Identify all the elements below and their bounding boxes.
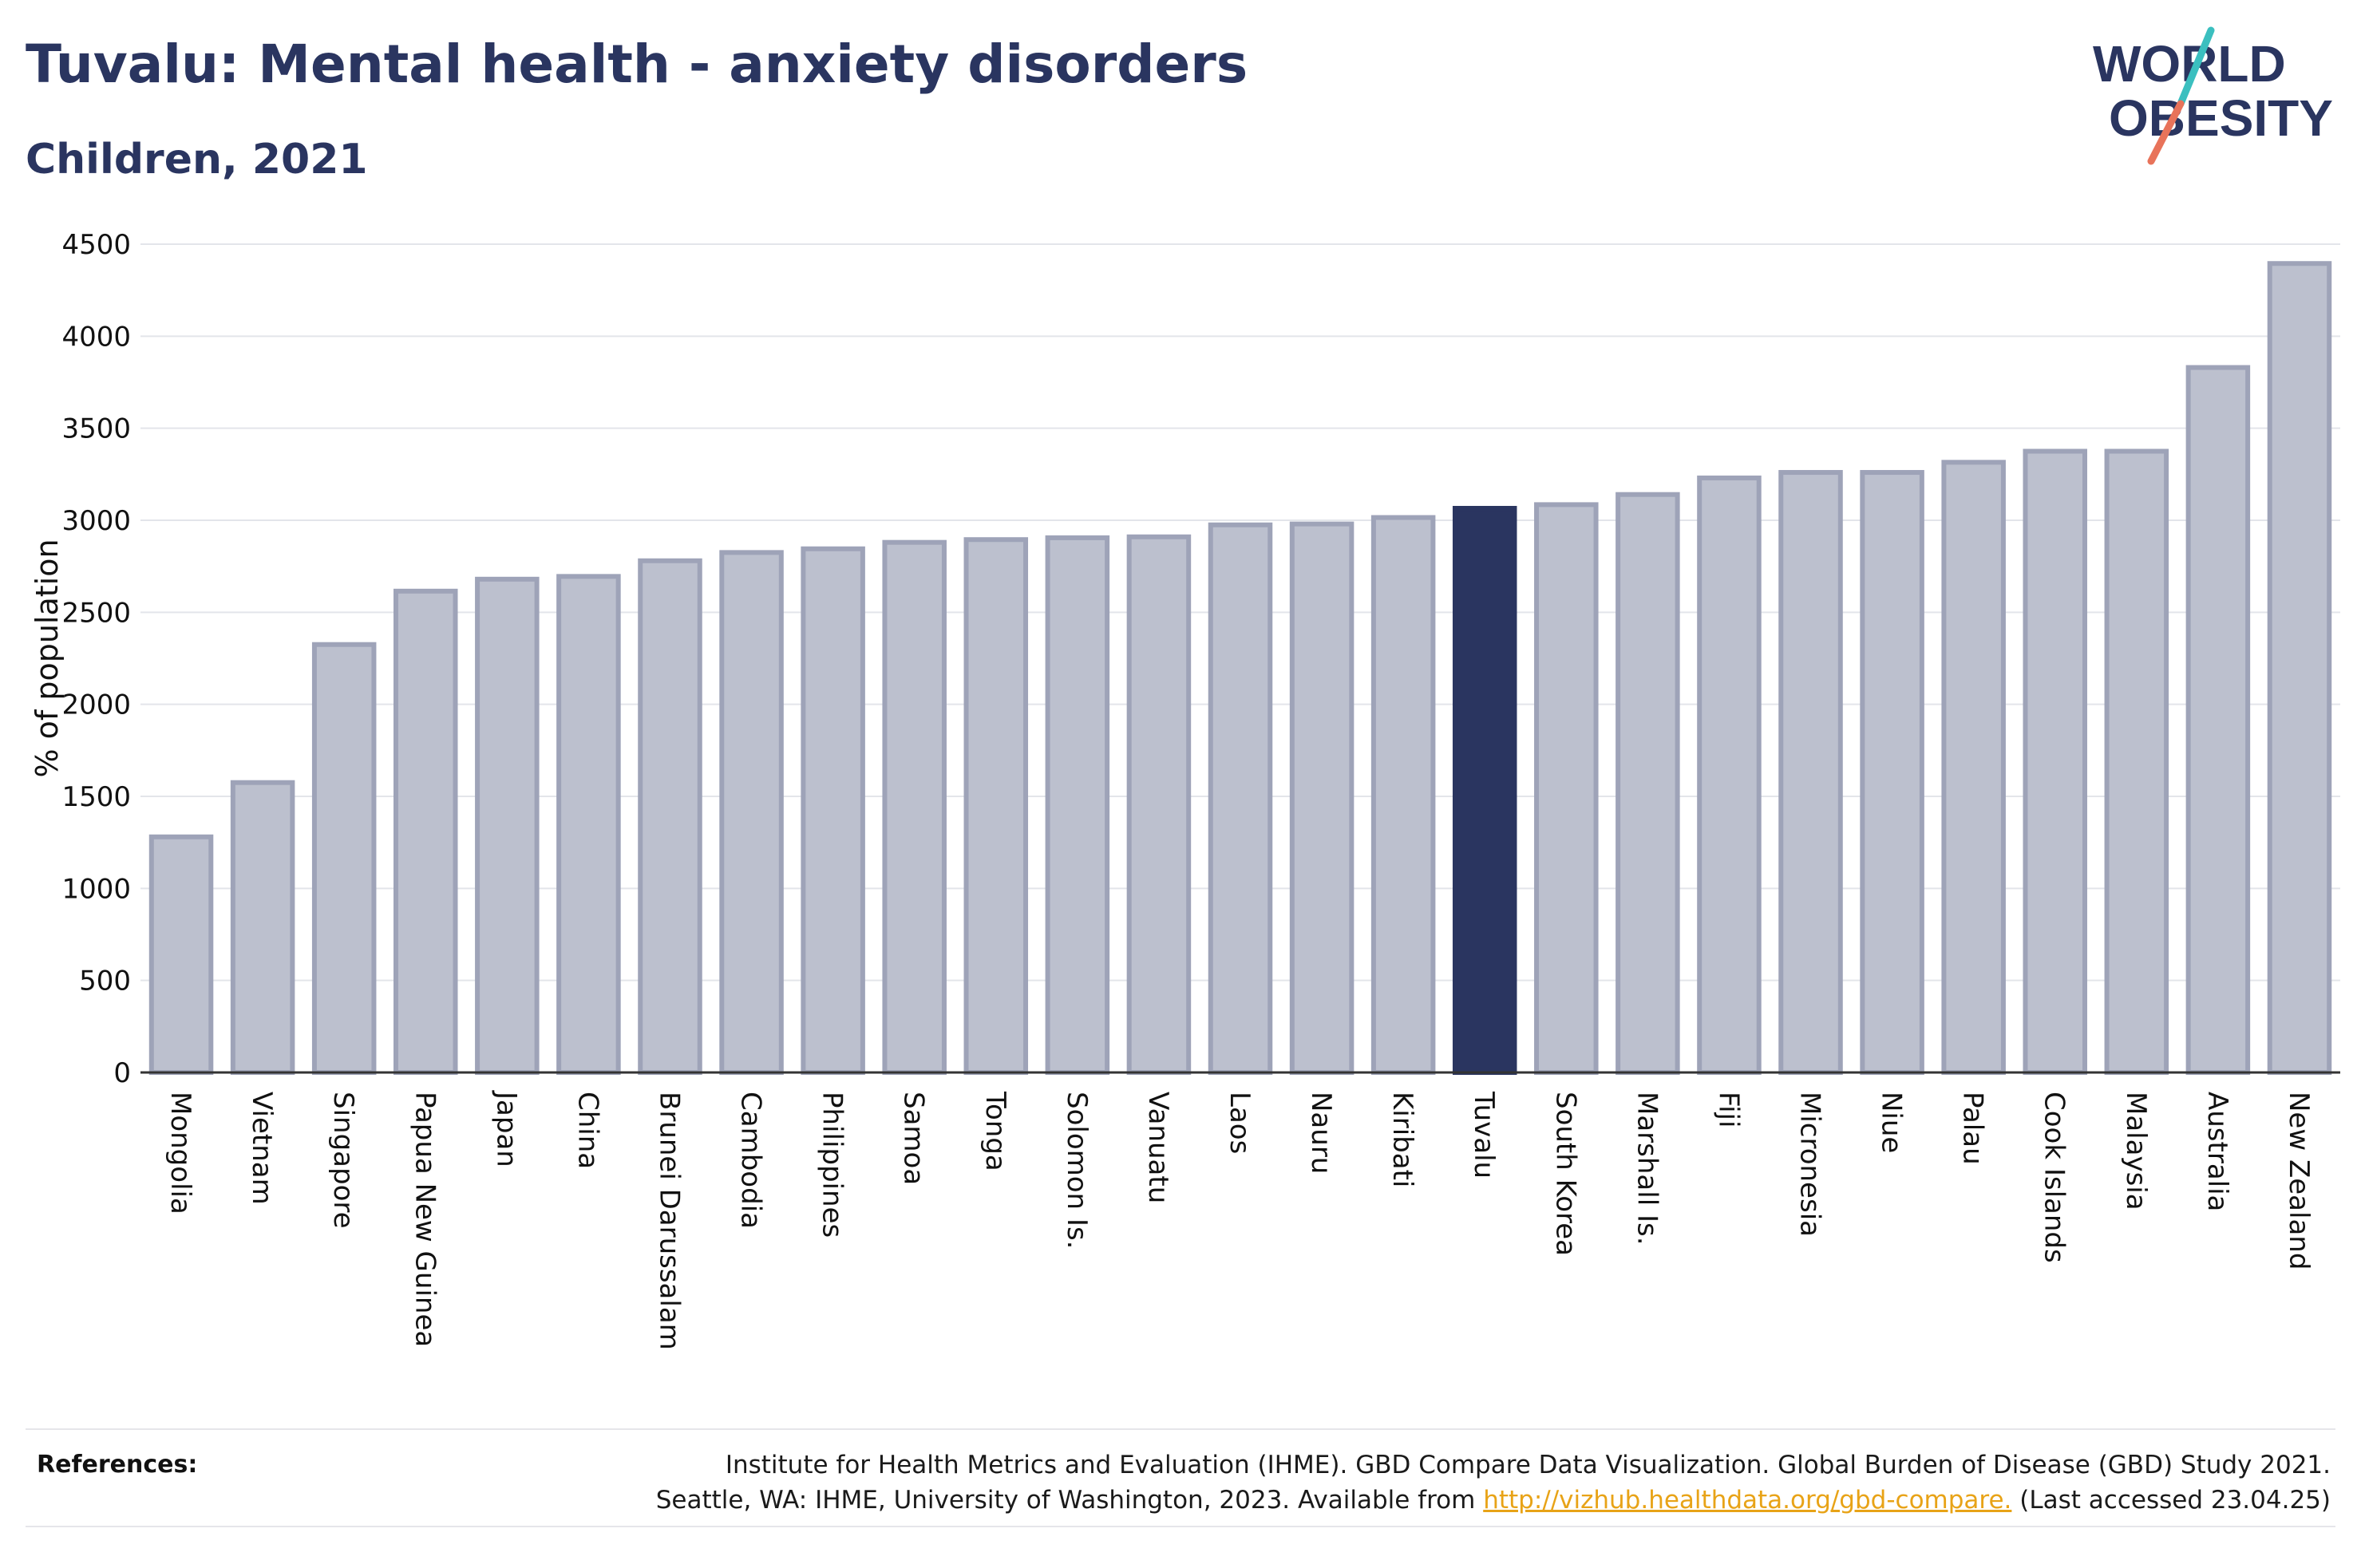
references-text: Institute for Health Metrics and Evaluat… (415, 1448, 2331, 1518)
bar-palau (1941, 460, 2006, 1075)
bar-fiji (1697, 475, 1762, 1075)
x-tick-label: Laos (1224, 1092, 1256, 1154)
x-tick-label: South Korea (1549, 1092, 1581, 1256)
x-tick-label: Mongolia (164, 1092, 196, 1215)
x-tick-label: Japan (490, 1090, 522, 1167)
bar-cook-islands (2023, 448, 2087, 1075)
x-tick-label: Brunei Darussalam (653, 1092, 685, 1350)
world-obesity-logo: WORLD OBESITY (2093, 26, 2333, 165)
y-tick-label: 2000 (61, 689, 131, 721)
x-tick-label: Niue (1876, 1092, 1908, 1153)
x-tick-label: Malaysia (2120, 1092, 2152, 1211)
bar-papua-new-guinea (394, 588, 458, 1075)
x-tick-label: Palau (1957, 1092, 1989, 1165)
reference-line-2-suffix: (Last accessed 23.04.25) (2011, 1486, 2331, 1515)
bar-australia (2185, 365, 2251, 1075)
reference-line-1: Institute for Health Metrics and Evaluat… (725, 1451, 2331, 1479)
x-tick-label: Solomon Is. (1061, 1092, 1093, 1249)
x-tick-label: Kiribati (1386, 1092, 1418, 1187)
bar-cambodia (719, 550, 784, 1075)
bar-malaysia (2104, 448, 2169, 1075)
bar-south-korea (1534, 502, 1599, 1075)
bar-micronesia (1778, 470, 1843, 1075)
x-tick-label: Australia (2201, 1092, 2233, 1211)
bar-marshall-is (1616, 492, 1680, 1075)
logo-slash-coral (2147, 100, 2185, 165)
x-tick-label: New Zealand (2283, 1092, 2315, 1270)
x-tick-label: Tuvalu (1468, 1091, 1500, 1179)
x-tick-label: Cambodia (735, 1092, 767, 1229)
bar-vanuatu (1126, 534, 1192, 1075)
bar-kiribati (1370, 515, 1436, 1075)
y-tick-label: 1500 (61, 781, 131, 813)
bar-china (556, 574, 621, 1075)
x-tick-label: Philippines (817, 1092, 848, 1238)
logo-slash-teal (2177, 26, 2215, 108)
y-tick-label: 3500 (61, 413, 131, 445)
bar-singapore (311, 642, 377, 1075)
x-tick-label: Singapore (327, 1092, 359, 1229)
bar-brunei-darussalam (638, 558, 702, 1075)
bar-laos (1208, 522, 1273, 1075)
bar-nauru (1289, 521, 1355, 1075)
reference-line-2: Seattle, WA: IHME, University of Washing… (415, 1483, 2331, 1518)
x-tick-label: Micronesia (1794, 1092, 1826, 1237)
bar-solomon-is (1045, 535, 1110, 1075)
x-tick-label: China (571, 1092, 603, 1169)
footer-divider-bottom (26, 1526, 2335, 1527)
x-tick-label: Marshall Is. (1631, 1092, 1663, 1246)
bar-samoa (882, 539, 947, 1075)
y-tick-label: 0 (113, 1057, 131, 1089)
bar-mongolia (148, 834, 214, 1076)
bar-new-zealand (2267, 261, 2332, 1076)
y-tick-label: 2500 (61, 597, 131, 629)
bar-vietnam (230, 780, 295, 1075)
bar-chart: 0 500 1000 1500 2000 2500 3000 3500 4000 4500 % of… (30, 229, 2340, 1350)
x-tick-label: Cook Islands (2039, 1092, 2070, 1263)
logo-word-obesity: OBESITY (2109, 89, 2333, 147)
reference-line-2-prefix: Seattle, WA: IHME, University of Washing… (655, 1486, 1484, 1515)
bar-tonga (963, 537, 1029, 1075)
y-axis-label: % of population (30, 539, 65, 777)
y-tick-label: 500 (79, 966, 131, 997)
x-tick-label: Fiji (1712, 1092, 1744, 1128)
reference-link[interactable]: http://vizhub.healthdata.org/gbd-compare… (1483, 1486, 2012, 1515)
x-tick-label: Vietnam (246, 1092, 278, 1205)
y-tick-label: 4000 (61, 321, 131, 353)
bar-tuvalu (1452, 506, 1517, 1075)
y-tick-label: 4500 (61, 229, 131, 261)
references-label: References: (37, 1451, 198, 1479)
x-tick-label: Vanuatu (1142, 1092, 1174, 1203)
x-tick-label: Papua New Guinea (409, 1092, 441, 1347)
bar-niue (1860, 470, 1924, 1075)
y-tick-label: 3000 (61, 505, 131, 537)
x-tick-label: Nauru (1305, 1092, 1337, 1174)
chart-title: Tuvalu: Mental health - anxiety disorder… (26, 34, 1248, 95)
y-tick-label: 1000 (61, 873, 131, 905)
x-tick-label: Samoa (898, 1092, 930, 1185)
x-tick-label: Tonga (979, 1091, 1011, 1171)
bar-japan (475, 576, 540, 1075)
bar-philippines (801, 546, 865, 1075)
chart-subtitle: Children, 2021 (26, 136, 368, 184)
footer-divider-top (26, 1428, 2335, 1430)
